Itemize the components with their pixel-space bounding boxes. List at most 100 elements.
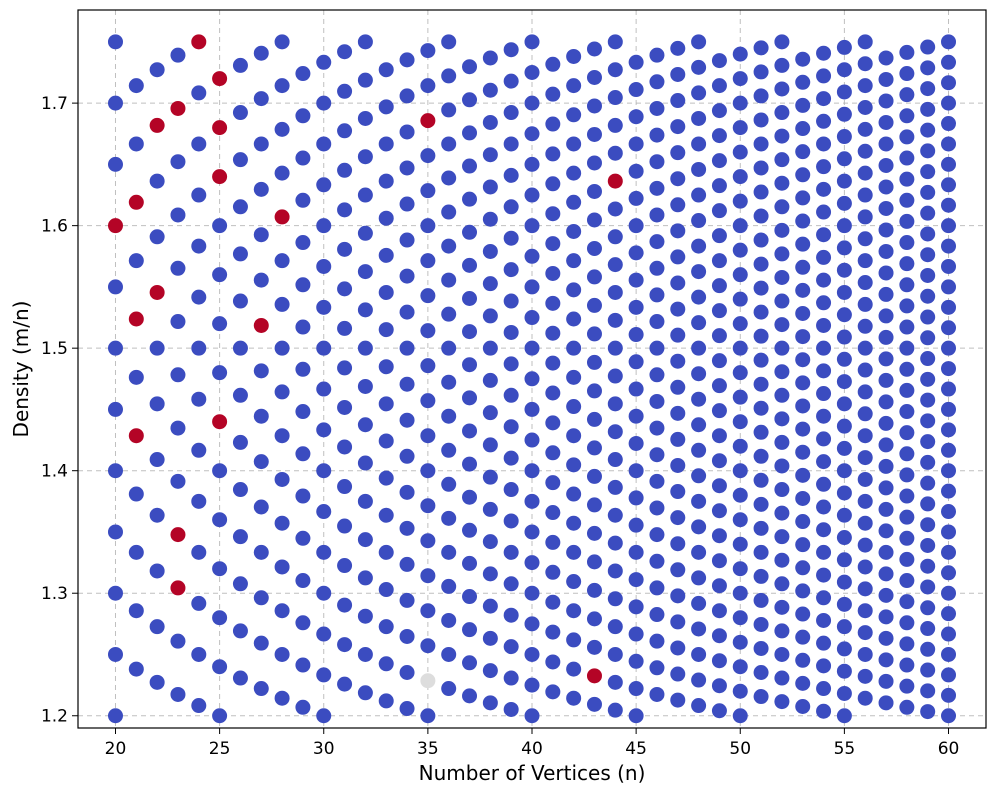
data-point <box>691 391 707 407</box>
data-point <box>253 317 269 333</box>
data-point <box>586 212 602 228</box>
data-point <box>836 307 852 323</box>
data-point <box>566 515 582 531</box>
data-point <box>774 34 790 50</box>
data-point <box>337 44 353 60</box>
data-point <box>399 268 415 284</box>
y-tick-label: 1.6 <box>41 217 68 237</box>
data-point <box>878 179 894 195</box>
data-point <box>857 384 873 400</box>
data-point <box>170 314 186 330</box>
data-point <box>628 190 644 206</box>
data-point <box>628 517 644 533</box>
data-point <box>295 235 311 251</box>
data-point <box>816 567 832 583</box>
data-point <box>732 634 748 650</box>
data-point <box>524 340 540 356</box>
data-point <box>566 544 582 560</box>
data-point <box>711 428 727 444</box>
data-point <box>462 655 478 671</box>
data-point <box>670 119 686 135</box>
data-point <box>857 165 873 181</box>
data-point <box>441 646 457 662</box>
data-point <box>274 165 290 181</box>
data-point <box>607 424 623 440</box>
data-point <box>649 420 665 436</box>
data-point <box>253 635 269 651</box>
data-point <box>462 357 478 373</box>
data-point <box>920 600 936 616</box>
data-point <box>878 329 894 345</box>
data-point <box>816 227 832 243</box>
y-tick-label: 1.7 <box>41 94 68 114</box>
data-point <box>732 561 748 577</box>
x-tick-label: 55 <box>834 739 856 759</box>
data-point <box>607 145 623 161</box>
data-point <box>774 505 790 521</box>
data-point <box>899 108 915 124</box>
data-point <box>732 340 748 356</box>
data-point <box>212 708 228 724</box>
data-point <box>545 624 561 640</box>
data-point <box>795 444 811 460</box>
data-point <box>816 181 832 197</box>
data-point <box>378 396 394 412</box>
data-point <box>566 223 582 239</box>
data-point <box>566 165 582 181</box>
data-point <box>128 544 144 560</box>
data-point <box>836 262 852 278</box>
data-point <box>878 652 894 668</box>
data-point <box>170 100 186 116</box>
data-point <box>191 544 207 560</box>
data-point <box>774 340 790 356</box>
data-point <box>816 386 832 402</box>
data-point <box>941 320 957 336</box>
data-point <box>899 171 915 187</box>
data-point <box>816 159 832 175</box>
data-point <box>670 327 686 343</box>
data-point <box>607 452 623 468</box>
data-point <box>253 91 269 107</box>
data-point <box>337 320 353 336</box>
data-point <box>691 698 707 714</box>
data-point <box>566 603 582 619</box>
data-point <box>941 75 957 91</box>
data-point <box>149 674 165 690</box>
data-point <box>566 574 582 590</box>
data-point <box>503 639 519 655</box>
data-point <box>899 699 915 715</box>
data-point <box>899 277 915 293</box>
data-point <box>711 78 727 94</box>
data-point <box>295 615 311 631</box>
data-point <box>628 54 644 70</box>
data-point <box>899 192 915 208</box>
data-point <box>170 367 186 383</box>
data-point <box>420 638 436 654</box>
data-point <box>878 501 894 517</box>
data-point <box>899 256 915 272</box>
data-point <box>482 340 498 356</box>
data-point <box>107 340 123 356</box>
data-point <box>753 376 769 392</box>
data-point <box>253 45 269 61</box>
data-point <box>920 164 936 180</box>
data-point <box>941 401 957 417</box>
data-point <box>753 280 769 296</box>
data-point <box>607 591 623 607</box>
data-point <box>399 196 415 212</box>
data-point <box>586 69 602 85</box>
data-point <box>503 136 519 152</box>
data-point <box>753 88 769 104</box>
x-axis-label: Number of Vertices (n) <box>419 761 646 785</box>
data-point <box>316 381 332 397</box>
data-point <box>212 561 228 577</box>
data-point <box>149 507 165 523</box>
data-point <box>920 641 936 657</box>
data-point <box>566 632 582 648</box>
data-point <box>628 327 644 343</box>
data-point <box>878 351 894 367</box>
data-point <box>378 470 394 486</box>
data-point <box>607 340 623 356</box>
data-point <box>274 471 290 487</box>
data-point <box>920 267 936 283</box>
